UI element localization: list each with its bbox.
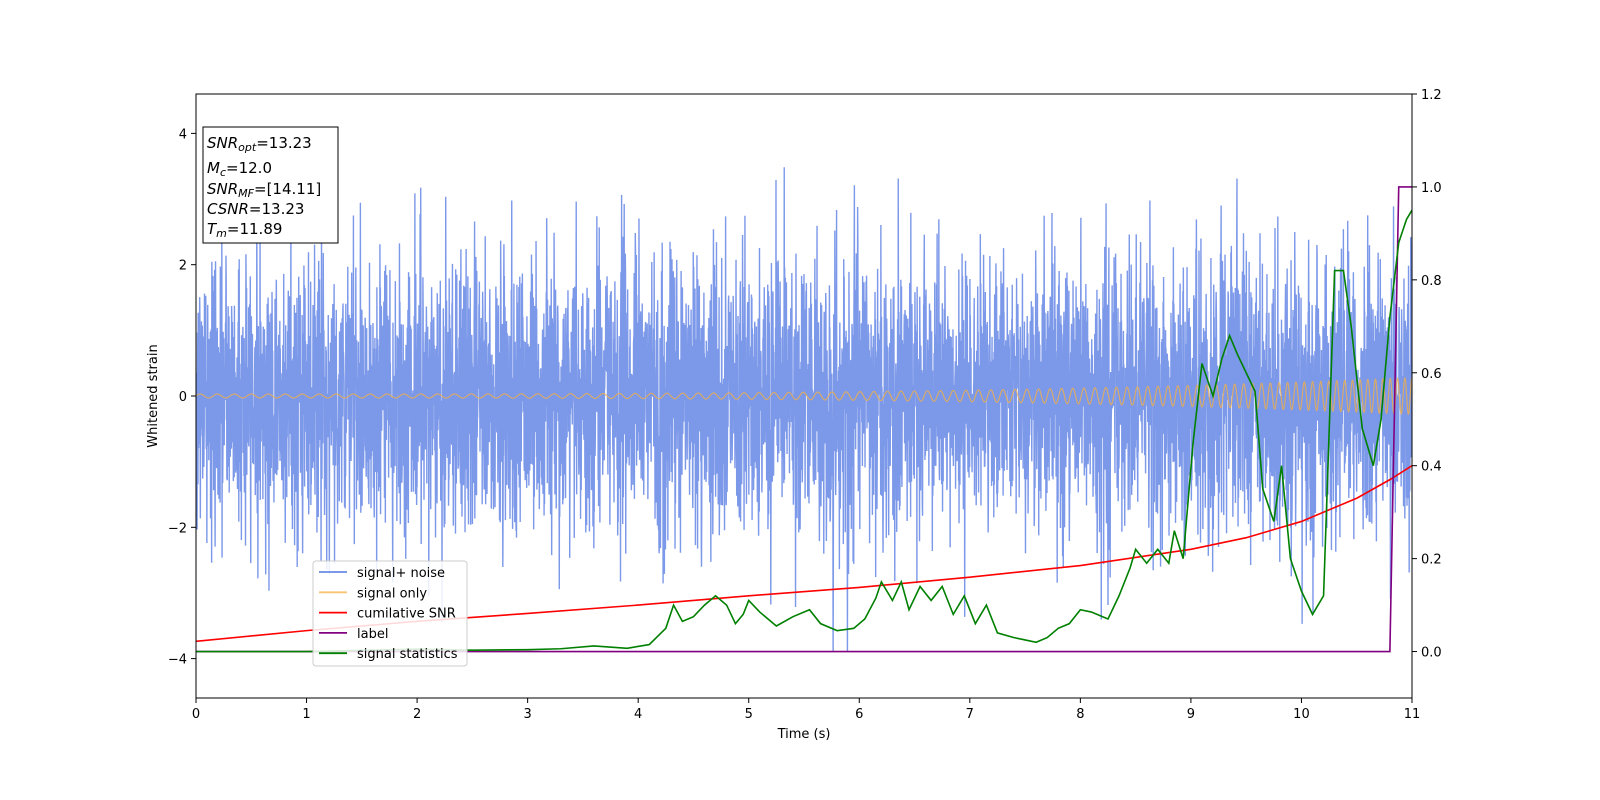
- y-tick-label: −2: [168, 521, 187, 536]
- annotation-line: Mc=12.0: [207, 159, 272, 179]
- x-tick-label: 6: [855, 707, 863, 722]
- y-tick-label: −4: [168, 653, 187, 668]
- y2-tick-label: 0.2: [1421, 553, 1442, 568]
- annotation-box: SNRopt=13.23 Mc=12.0SNRMF=[14.11]CSNR=13.…: [202, 126, 339, 244]
- ticks-layer: 0 1 2 3 4 5 6 7 8 9 10 11 4 2 0 −2 −4 1.2 1.0 0.8 0.6 0.4 0.2 0…: [168, 88, 1442, 722]
- series-signal-statistics: [196, 209, 1412, 653]
- x-tick-label: 0: [192, 707, 200, 722]
- annotation-line: SNRMF=[14.11]: [207, 180, 321, 200]
- y-tick-label: 4: [179, 127, 187, 142]
- x-tick-label: 11: [1404, 707, 1421, 722]
- x-tick-label: 7: [966, 707, 974, 722]
- y-axis-label: Whitened strain: [146, 344, 161, 447]
- legend-label-signal-only: signal only: [357, 586, 427, 601]
- annotation-line: SNRopt=13.23: [207, 134, 312, 154]
- legend-frame: [312, 560, 468, 667]
- y2-tick-label: 0.4: [1421, 460, 1442, 475]
- annotation-line: CSNR=13.23: [207, 200, 304, 218]
- x-tick-label: 9: [1187, 707, 1195, 722]
- y2-tick-label: 1.0: [1421, 181, 1442, 196]
- series-signal-only: [196, 377, 1412, 415]
- series-signal-noise: [196, 167, 1412, 653]
- x-tick-label: 10: [1293, 707, 1310, 722]
- x-tick-label: 8: [1076, 707, 1084, 722]
- x-axis-label: Time (s): [777, 727, 831, 742]
- x-tick-label: 2: [413, 707, 421, 722]
- annotation-line: Tm=11.89: [207, 220, 282, 240]
- x-tick-label: 3: [523, 707, 531, 722]
- y-tick-label: 2: [179, 259, 187, 274]
- legend-label-signal-statistics: signal statistics: [357, 647, 458, 662]
- legend: signal+ noise signal only cumilative SNR la…: [312, 560, 468, 667]
- x-tick-label: 1: [302, 707, 310, 722]
- y-tick-label: 0: [179, 390, 187, 405]
- y2-tick-label: 0.0: [1421, 646, 1442, 661]
- y2-tick-label: 1.2: [1421, 88, 1442, 103]
- y2-tick-label: 0.6: [1421, 367, 1442, 382]
- series-label: [196, 186, 1412, 653]
- x-tick-label: 5: [745, 707, 753, 722]
- legend-label-signal-noise: signal+ noise: [357, 566, 445, 581]
- legend-label-label: label: [357, 627, 388, 642]
- legend-label-cumilative-snr: cumilative SNR: [357, 607, 456, 622]
- y2-tick-label: 0.8: [1421, 274, 1442, 289]
- annotation-frame: [202, 126, 339, 244]
- x-tick-label: 4: [634, 707, 642, 722]
